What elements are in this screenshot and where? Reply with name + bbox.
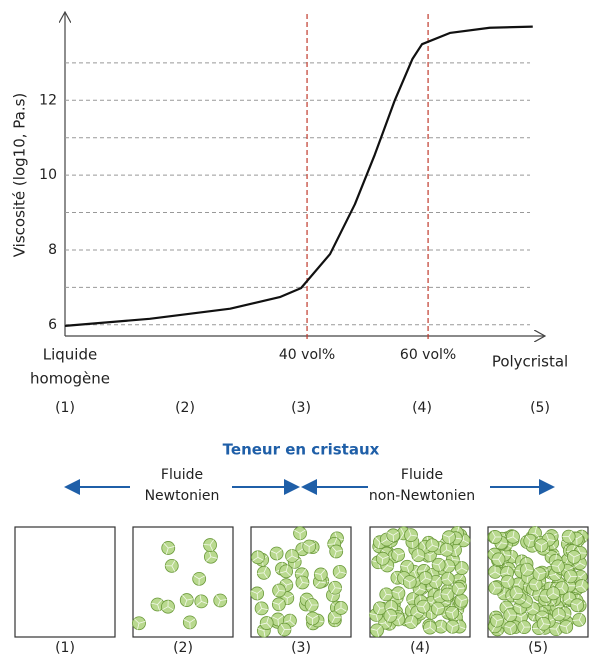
regime-label: Newtonien: [145, 488, 220, 504]
sample-box: [15, 527, 115, 637]
stage-label: (2): [173, 640, 193, 656]
crystal-face: [532, 628, 538, 629]
crystal-face: [257, 573, 263, 574]
x-tick-label: 60 vol%: [400, 347, 456, 363]
stage-label: (1): [55, 400, 75, 416]
x-end-label: Polycristal: [492, 353, 568, 371]
section-title: Teneur en cristaux: [223, 441, 380, 459]
x-start-label: Liquide: [43, 346, 97, 364]
regime-label: Fluide: [401, 467, 443, 483]
crystal-face: [529, 584, 535, 585]
stage-label: (4): [412, 400, 432, 416]
y-tick-label: 8: [48, 242, 57, 258]
crystal-face: [204, 545, 210, 546]
stage-label: (5): [528, 640, 548, 656]
curve: [65, 27, 533, 326]
y-tick-label: 6: [48, 317, 57, 333]
crystal-face: [292, 550, 293, 556]
regime-label: Fluide: [161, 467, 203, 483]
y-tick-label: 12: [39, 92, 57, 108]
x-start-label: homogène: [30, 370, 110, 388]
crystal-face: [440, 590, 441, 596]
y-axis-label: Viscosité (log10, Pa.s): [11, 93, 29, 258]
crystals: [488, 527, 588, 636]
regime-label: non-Newtonien: [369, 488, 475, 504]
stage-label: (3): [291, 640, 311, 656]
sample-box: [133, 527, 233, 637]
stage-label: (2): [175, 400, 195, 416]
stage-label: (1): [55, 640, 75, 656]
y-tick-label: 10: [39, 167, 57, 183]
x-tick-label: 40 vol%: [279, 347, 335, 363]
stage-label: (5): [530, 400, 550, 416]
stage-label: (4): [410, 640, 430, 656]
stage-label: (3): [291, 400, 311, 416]
